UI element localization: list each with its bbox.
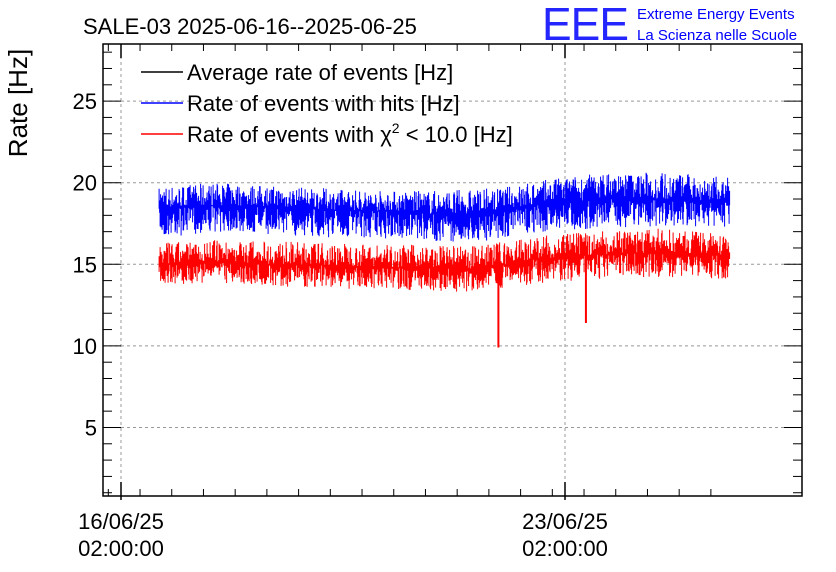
y-tick-label-5: 5: [85, 415, 97, 440]
legend-label-chi2: Rate of events with χ2 < 10.0 [Hz]: [187, 120, 513, 147]
series-hits: [158, 172, 731, 242]
y-ticks: 5 10 15 20 25: [73, 51, 802, 494]
series-chi2: [158, 228, 731, 348]
eee-logo: EEE Extreme Energy Events La Scienza nel…: [542, 0, 797, 50]
eee-logo-line1: Extreme Energy Events: [637, 6, 795, 23]
series-band: [158, 172, 731, 242]
legend-label-chi2-prefix: Rate of events with: [187, 122, 380, 147]
y-tick-label-15: 15: [73, 252, 97, 277]
y-axis-label: Rate [Hz]: [3, 49, 33, 157]
y-tick-label-20: 20: [73, 171, 97, 196]
y-tick-label-25: 25: [73, 89, 97, 114]
x-tick-label-time: 02:00:00: [78, 536, 164, 561]
series-band: [158, 228, 731, 292]
x-tick-label-date: 23/06/25: [522, 509, 608, 534]
legend-label-hits: Rate of events with hits [Hz]: [187, 91, 460, 116]
eee-logo-line2: La Scienza nelle Scuole: [637, 27, 797, 44]
x-tick-label-date: 16/06/25: [78, 509, 164, 534]
x-tick-label-time: 02:00:00: [522, 536, 608, 561]
legend: Average rate of events [Hz] Rate of even…: [141, 60, 513, 147]
chart-title: SALE-03 2025-06-16--2025-06-25: [83, 14, 417, 39]
legend-label-chi2-symbol: χ: [380, 122, 392, 147]
plot-frame: [102, 43, 803, 497]
legend-label-chi2-sup: 2: [392, 120, 400, 136]
legend-label-average: Average rate of events [Hz]: [187, 60, 453, 85]
eee-logo-mark: EEE: [542, 0, 628, 50]
legend-label-chi2-suffix: < 10.0 [Hz]: [400, 122, 513, 147]
y-tick-label-10: 10: [73, 334, 97, 359]
